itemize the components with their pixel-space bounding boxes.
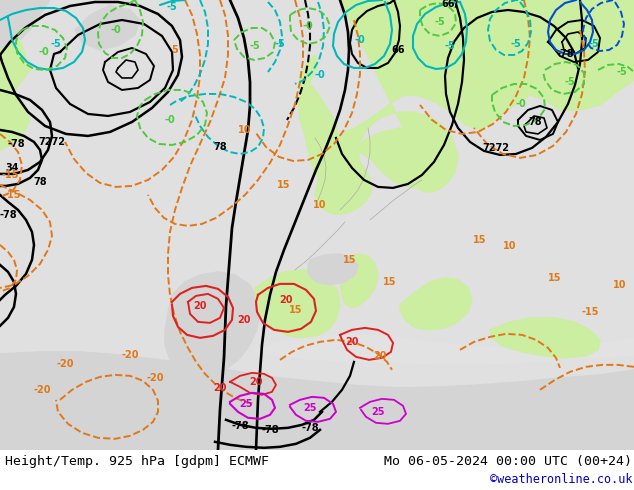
Text: 25: 25 bbox=[303, 403, 317, 413]
Polygon shape bbox=[308, 254, 358, 285]
Text: 20: 20 bbox=[213, 383, 227, 393]
Text: 78: 78 bbox=[33, 177, 47, 187]
Text: -20: -20 bbox=[121, 350, 139, 360]
Polygon shape bbox=[340, 254, 378, 308]
Text: -78: -78 bbox=[556, 49, 574, 59]
Text: -20: -20 bbox=[33, 385, 51, 395]
Polygon shape bbox=[255, 270, 340, 338]
Text: 20: 20 bbox=[373, 351, 387, 361]
Text: Mo 06-05-2024 00:00 UTC (00+24): Mo 06-05-2024 00:00 UTC (00+24) bbox=[384, 455, 632, 468]
Text: -20: -20 bbox=[146, 373, 164, 383]
Text: -78: -78 bbox=[7, 139, 25, 149]
Text: -20: -20 bbox=[56, 359, 74, 369]
Text: -0: -0 bbox=[39, 47, 49, 57]
Polygon shape bbox=[0, 40, 30, 110]
Text: -5: -5 bbox=[435, 17, 445, 27]
Text: 66/: 66/ bbox=[441, 0, 458, 9]
Text: 20: 20 bbox=[346, 337, 359, 347]
Text: 7272: 7272 bbox=[482, 143, 510, 153]
Text: 10: 10 bbox=[503, 241, 517, 251]
Text: ©weatheronline.co.uk: ©weatheronline.co.uk bbox=[489, 473, 632, 487]
Text: -78: -78 bbox=[261, 425, 279, 435]
Text: 25: 25 bbox=[372, 407, 385, 417]
Text: 25: 25 bbox=[239, 399, 253, 409]
Polygon shape bbox=[165, 272, 260, 378]
Text: 20: 20 bbox=[237, 315, 251, 325]
Text: 5: 5 bbox=[172, 45, 178, 55]
Text: 15: 15 bbox=[289, 305, 303, 315]
Text: -5: -5 bbox=[167, 2, 178, 12]
Text: -78: -78 bbox=[301, 423, 319, 433]
Polygon shape bbox=[298, 82, 338, 175]
Polygon shape bbox=[315, 0, 634, 214]
Text: 34: 34 bbox=[5, 163, 19, 173]
Text: Height/Temp. 925 hPa [gdpm] ECMWF: Height/Temp. 925 hPa [gdpm] ECMWF bbox=[5, 455, 269, 468]
Polygon shape bbox=[490, 318, 600, 358]
Text: -15: -15 bbox=[3, 190, 21, 200]
Text: -0: -0 bbox=[165, 115, 176, 125]
Polygon shape bbox=[75, 5, 140, 50]
Polygon shape bbox=[350, 128, 458, 188]
Text: 15: 15 bbox=[383, 277, 397, 287]
Text: 15: 15 bbox=[343, 255, 357, 265]
Text: -5: -5 bbox=[617, 67, 628, 77]
Text: -78: -78 bbox=[231, 421, 249, 431]
Text: 78: 78 bbox=[528, 117, 542, 127]
Text: -5: -5 bbox=[275, 39, 285, 49]
Text: -15: -15 bbox=[1, 170, 19, 180]
Text: 10: 10 bbox=[238, 125, 252, 135]
Polygon shape bbox=[255, 335, 634, 364]
Text: -0: -0 bbox=[515, 99, 526, 109]
Text: 20: 20 bbox=[279, 295, 293, 305]
Polygon shape bbox=[400, 278, 472, 330]
Text: 78: 78 bbox=[213, 142, 227, 152]
Text: 15: 15 bbox=[473, 235, 487, 245]
Text: -5: -5 bbox=[588, 39, 599, 49]
Text: 15: 15 bbox=[548, 273, 562, 283]
Text: -5: -5 bbox=[444, 41, 455, 51]
Polygon shape bbox=[298, 55, 318, 96]
Text: -0: -0 bbox=[314, 70, 325, 80]
Text: -5: -5 bbox=[250, 41, 261, 51]
Text: 10: 10 bbox=[613, 280, 627, 290]
Polygon shape bbox=[0, 0, 50, 60]
Polygon shape bbox=[0, 95, 30, 150]
Text: -5: -5 bbox=[51, 39, 61, 49]
Polygon shape bbox=[340, 0, 460, 42]
Polygon shape bbox=[0, 352, 634, 450]
Text: -5: -5 bbox=[565, 77, 576, 87]
Text: -78: -78 bbox=[0, 210, 17, 220]
Text: 7272: 7272 bbox=[39, 137, 65, 147]
Text: -0: -0 bbox=[354, 35, 365, 45]
Text: -0: -0 bbox=[302, 21, 313, 31]
Text: 20: 20 bbox=[249, 377, 262, 387]
Text: -5: -5 bbox=[510, 39, 521, 49]
Text: 10: 10 bbox=[313, 200, 327, 210]
Text: 66: 66 bbox=[391, 45, 404, 55]
Text: 20: 20 bbox=[193, 301, 207, 311]
Text: 15: 15 bbox=[277, 180, 291, 190]
Text: -15: -15 bbox=[581, 307, 598, 317]
Text: -0: -0 bbox=[110, 25, 121, 35]
